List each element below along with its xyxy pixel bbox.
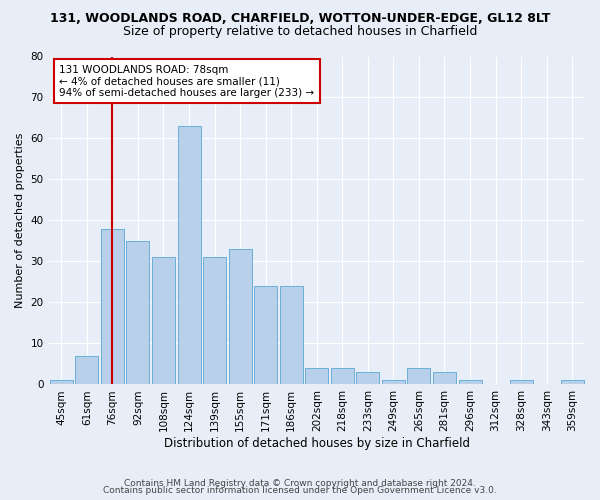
Bar — [407, 368, 430, 384]
Bar — [178, 126, 200, 384]
Bar — [127, 241, 149, 384]
Bar — [331, 368, 354, 384]
Bar — [152, 258, 175, 384]
Bar — [229, 249, 251, 384]
Text: Contains HM Land Registry data © Crown copyright and database right 2024.: Contains HM Land Registry data © Crown c… — [124, 478, 476, 488]
Bar — [254, 286, 277, 384]
Bar — [509, 380, 533, 384]
Bar — [561, 380, 584, 384]
Bar — [280, 286, 303, 384]
Bar — [382, 380, 405, 384]
Bar — [203, 258, 226, 384]
Text: Contains public sector information licensed under the Open Government Licence v3: Contains public sector information licen… — [103, 486, 497, 495]
Text: 131 WOODLANDS ROAD: 78sqm
← 4% of detached houses are smaller (11)
94% of semi-d: 131 WOODLANDS ROAD: 78sqm ← 4% of detach… — [59, 64, 314, 98]
Bar — [76, 356, 98, 384]
Bar — [101, 228, 124, 384]
Bar — [433, 372, 456, 384]
Text: Size of property relative to detached houses in Charfield: Size of property relative to detached ho… — [123, 25, 477, 38]
Y-axis label: Number of detached properties: Number of detached properties — [15, 133, 25, 308]
Bar — [50, 380, 73, 384]
X-axis label: Distribution of detached houses by size in Charfield: Distribution of detached houses by size … — [164, 437, 470, 450]
Text: 131, WOODLANDS ROAD, CHARFIELD, WOTTON-UNDER-EDGE, GL12 8LT: 131, WOODLANDS ROAD, CHARFIELD, WOTTON-U… — [50, 12, 550, 26]
Bar — [305, 368, 328, 384]
Bar — [356, 372, 379, 384]
Bar — [458, 380, 482, 384]
